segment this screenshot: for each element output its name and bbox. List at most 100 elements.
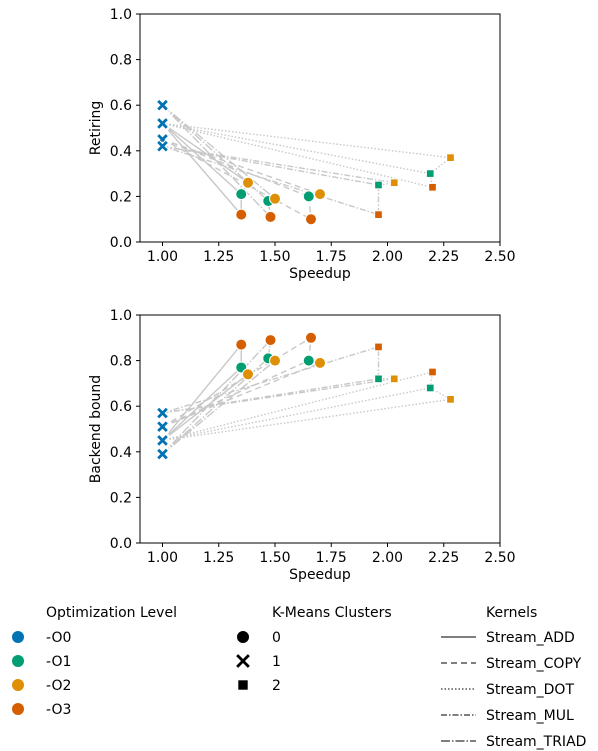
retiring-stream_triad-o3-point xyxy=(264,210,277,223)
retiring-stream_triad-o2-point xyxy=(269,192,281,205)
backend-stream_add-line-3 xyxy=(161,344,242,441)
retiring-x-tick-label: 1.50 xyxy=(259,249,290,265)
backend-stream_copy-o2-point xyxy=(314,356,326,369)
retiring-y-tick-label: 0.4 xyxy=(110,144,132,160)
backend-y-tick-label: 0.8 xyxy=(110,354,132,370)
retiring-stream_dot-o2-point xyxy=(446,153,455,162)
backend-y-tick-label: 0.6 xyxy=(110,399,132,415)
backend-stream_copy-o1-point xyxy=(302,354,315,367)
backend-stream_triad-o2-point xyxy=(269,354,281,367)
backend-stream_triad-line-3 xyxy=(161,339,272,455)
legend-cluster-1-label: 1 xyxy=(272,654,281,670)
legend-cluster-1-marker xyxy=(234,652,252,670)
backend-stream_copy-line-3 xyxy=(162,337,312,428)
retiring-stream_copy-o1-point xyxy=(302,190,315,203)
retiring-stream_mul-line-1 xyxy=(162,145,379,186)
backend-stream_add-o3-point xyxy=(235,338,248,351)
retiring-y-tick-label: 0.6 xyxy=(110,98,132,114)
backend-x-tick-label: 1.75 xyxy=(316,550,347,566)
backend-stream_copy-o3-point xyxy=(305,331,317,344)
retiring-stream_dot-o1-point xyxy=(425,169,435,178)
retiring-x-tick-label: 2.50 xyxy=(484,249,515,265)
backend-stream_triad-line-2 xyxy=(162,360,276,455)
backend-x-tick-label: 1.25 xyxy=(203,550,234,566)
backend-stream_dot-o0-point-stroke-b xyxy=(157,435,168,446)
retiring-stream_triad-line-2 xyxy=(162,104,276,200)
legend-o2-label: -O2 xyxy=(46,678,71,694)
retiring-stream_triad-line-3 xyxy=(161,104,272,218)
backend-stream_dot-o1-point xyxy=(425,383,435,393)
backend-stream_mul-line-3 xyxy=(162,346,379,414)
backend-y-tick-label: 0.4 xyxy=(110,445,132,461)
backend-bound-plot: 1.00 1.25 1.50 1.75 2.00 2.25 2.50 0.0 0.2 0.4 0.6… xyxy=(88,308,516,583)
backend-stream_dot-o2-point xyxy=(446,395,455,404)
backend-y-axis-label: Backend bound xyxy=(88,375,104,483)
retiring-y-tick-label: 0.0 xyxy=(110,235,132,251)
retiring-stream_triad-o0-point-stroke-b xyxy=(157,99,168,111)
legend-cluster-2-label: 2 xyxy=(272,678,281,694)
retiring-stream_mul-o3-point xyxy=(374,210,383,219)
retiring-stream_copy-o2-point xyxy=(314,188,326,201)
backend-stream_add-o2-point xyxy=(242,368,254,381)
retiring-stream_dot-o3-point xyxy=(428,182,437,192)
retiring-stream_triad-o0-point xyxy=(155,98,170,113)
retiring-y-tick-label: 0.8 xyxy=(110,53,132,69)
retiring-stream_mul-o2-point xyxy=(389,178,399,188)
backend-stream_mul-o0-point xyxy=(155,406,170,420)
backend-stream_dot-line-2 xyxy=(162,398,451,442)
backend-x-tick-label: 2.25 xyxy=(428,550,459,566)
legend-cluster-2-marker xyxy=(237,679,249,691)
legend-cluster-0-label: 0 xyxy=(272,630,281,646)
backend-axes-frame xyxy=(139,314,501,544)
backend-x-tick-label: 1.50 xyxy=(259,550,290,566)
legend: Optimization Level K-Means Clusters Kern… xyxy=(12,605,586,750)
backend-stream_copy-line-2 xyxy=(162,362,321,428)
backend-stream_mul-o1-point xyxy=(374,374,383,384)
legend-o1-marker xyxy=(12,655,24,667)
retiring-x-tick-label: 2.00 xyxy=(372,249,403,265)
backend-y-tick-label: 1.0 xyxy=(110,308,132,324)
backend-x-tick-label: 2.00 xyxy=(372,550,403,566)
retiring-stream_add-line-3 xyxy=(161,122,242,216)
retiring-stream_copy-line-1 xyxy=(162,138,310,198)
backend-stream_triad-o3-point xyxy=(264,334,277,347)
retiring-y-axis-label: Retiring xyxy=(88,101,104,156)
retiring-stream_mul-line-3 xyxy=(162,145,379,216)
legend-stream_mul-label: Stream_MUL xyxy=(486,708,574,724)
backend-stream_mul-line-2 xyxy=(162,378,395,414)
backend-stream_dot-line-3 xyxy=(162,371,433,442)
legend-o3-label: -O3 xyxy=(46,702,71,718)
backend-stream_dot-line-o1-o3 xyxy=(429,371,434,389)
legend-stream_copy-label: Stream_COPY xyxy=(486,656,582,672)
retiring-y-tick-label: 1.0 xyxy=(110,7,132,23)
retiring-stream_mul-o0-point xyxy=(155,139,170,154)
legend-o0-label: -O0 xyxy=(46,630,71,646)
retiring-stream_dot-line-3 xyxy=(162,122,433,188)
retiring-stream_add-o2-point xyxy=(242,176,254,189)
legend-stream_triad-label: Stream_TRIAD xyxy=(486,734,586,750)
retiring-stream_dot-o0-point-stroke-b xyxy=(157,118,168,129)
legend-o0-marker xyxy=(12,631,24,643)
legend-stream_dot-label: Stream_DOT xyxy=(486,682,574,698)
optimization-legend-title: Optimization Level xyxy=(46,605,177,621)
retiring-stream_mul-line-2 xyxy=(162,145,395,184)
retiring-stream_dot-line-2 xyxy=(162,122,451,159)
backend-stream_copy-o0-point xyxy=(155,419,170,434)
backend-stream_mul-o2-point xyxy=(389,374,399,384)
retiring-x-tick-label: 1.75 xyxy=(316,249,347,265)
retiring-stream_mul-o1-point xyxy=(374,180,383,190)
backend-stream_triad-o0-point xyxy=(155,447,170,461)
retiring-stream_copy-line-3 xyxy=(162,138,312,220)
retiring-axes-frame xyxy=(139,13,501,243)
retiring-x-axis-label: Speedup xyxy=(289,266,351,282)
backend-stream_mul-o3-point xyxy=(374,342,383,352)
backend-stream_triad-o0-point-stroke-b xyxy=(157,448,168,460)
retiring-stream_add-o1-point xyxy=(235,188,248,201)
retiring-x-tick-label: 2.25 xyxy=(428,249,459,265)
retiring-stream_dot-line-1 xyxy=(162,122,431,175)
retiring-plot: 1.00 1.25 1.50 1.75 2.00 2.25 2.50 0.0 0.2 0.4 0.6… xyxy=(88,7,516,282)
backend-stream_mul-o0-point-stroke-b xyxy=(157,407,168,419)
backend-stream_copy-o0-point-stroke-b xyxy=(157,421,168,433)
legend-cluster-0-marker xyxy=(236,630,250,644)
